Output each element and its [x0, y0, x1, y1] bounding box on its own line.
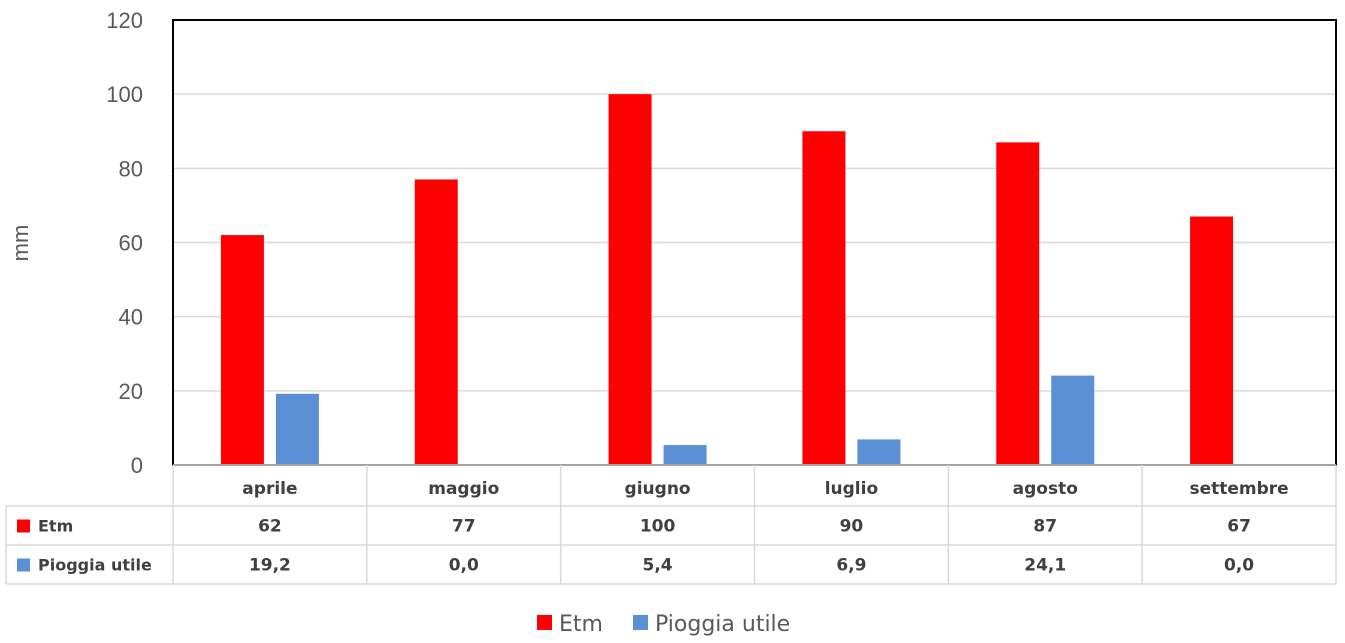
data-table: aprile maggio giugno luglio agosto settembre E…	[6, 465, 1336, 584]
bar-etm-agosto	[996, 142, 1039, 465]
bar-pioggia-utile-giugno	[664, 445, 707, 465]
data-label: 24,1	[1024, 556, 1066, 576]
data-label: 6,9	[836, 556, 866, 576]
data-label: 19,2	[249, 556, 291, 576]
data-label: 67	[1227, 517, 1251, 537]
bar-etm-settembre	[1190, 217, 1233, 465]
gridlines	[173, 94, 1336, 391]
y-tick-label: 100	[106, 82, 143, 107]
table-row-label: Pioggia utile	[38, 556, 152, 575]
bar-etm-giugno	[609, 94, 652, 465]
category-label: aprile	[242, 479, 297, 499]
data-label: 0,0	[1224, 556, 1254, 576]
bar-pioggia-utile-agosto	[1051, 376, 1094, 465]
bar-pioggia-utile-aprile	[276, 394, 319, 465]
bars	[221, 94, 1233, 465]
y-tick-label: 80	[119, 156, 143, 181]
data-label: 90	[840, 517, 864, 537]
y-tick-label: 120	[106, 8, 143, 33]
legend-label: Pioggia utile	[655, 612, 790, 637]
category-label: settembre	[1189, 479, 1288, 499]
legend-key-etm	[537, 615, 552, 630]
category-label: giugno	[625, 479, 691, 499]
y-tick-label: 60	[119, 231, 143, 256]
data-label: 5,4	[643, 556, 673, 576]
table-row-label: Etm	[38, 517, 73, 536]
data-label: 0,0	[449, 556, 479, 576]
table-legend-key-pioggia-utile	[17, 559, 30, 572]
y-tick-label: 40	[119, 305, 143, 330]
y-tick-label: 20	[119, 379, 143, 404]
category-label: luglio	[825, 479, 878, 499]
bar-etm-maggio	[415, 179, 458, 465]
legend-key-pioggia-utile	[633, 615, 648, 630]
data-label: 62	[258, 517, 282, 537]
legend: Etm Pioggia utile	[537, 612, 790, 637]
data-label: 100	[640, 517, 676, 537]
y-tick-label: 0	[131, 453, 143, 478]
table-legend-key-etm	[17, 520, 30, 533]
bar-etm-luglio	[802, 131, 845, 465]
data-label: 87	[1033, 517, 1057, 537]
bar-pioggia-utile-luglio	[857, 439, 900, 465]
category-label: agosto	[1013, 479, 1078, 499]
legend-label: Etm	[559, 612, 603, 637]
y-axis-label: mm	[8, 225, 33, 262]
data-label: 77	[452, 517, 476, 537]
category-label: maggio	[428, 479, 499, 499]
bar-etm-aprile	[221, 235, 264, 465]
